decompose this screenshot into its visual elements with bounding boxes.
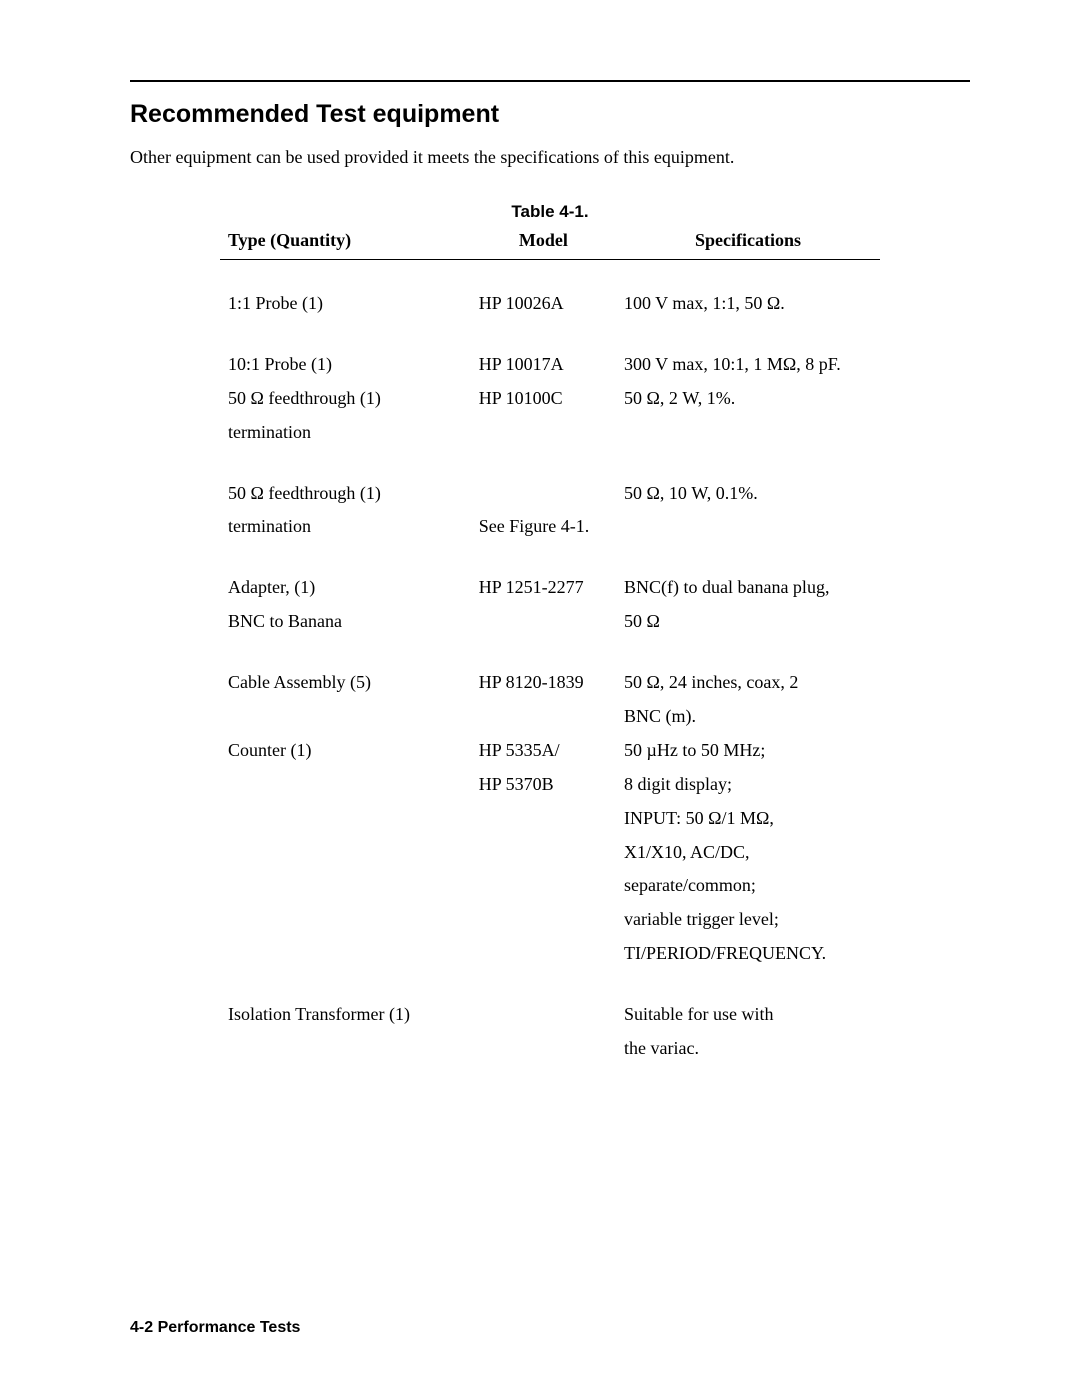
cell-type: termination bbox=[220, 510, 471, 544]
table-row: 50 Ω feedthrough (1) 50 Ω, 10 W, 0.1%. bbox=[220, 450, 880, 511]
cell-spec: 50 Ω bbox=[616, 605, 880, 639]
cell-type bbox=[220, 836, 471, 870]
cell-type bbox=[220, 700, 471, 734]
table-row: BNC (m). bbox=[220, 700, 880, 734]
cell-spec: BNC (m). bbox=[616, 700, 880, 734]
table-row: separate/common; bbox=[220, 869, 880, 903]
cell-type: Counter (1) bbox=[220, 734, 471, 768]
col-header-type: Type (Quantity) bbox=[220, 226, 471, 260]
cell-type bbox=[220, 1032, 471, 1066]
cell-model bbox=[471, 450, 616, 511]
cell-spec: X1/X10, AC/DC, bbox=[616, 836, 880, 870]
table-row: TI/PERIOD/FREQUENCY. bbox=[220, 937, 880, 971]
cell-spec: the variac. bbox=[616, 1032, 880, 1066]
intro-text: Other equipment can be used provided it … bbox=[130, 147, 970, 168]
cell-spec: 50 Ω, 2 W, 1%. bbox=[616, 382, 880, 416]
cell-spec: 100 V max, 1:1, 50 Ω. bbox=[616, 260, 880, 321]
cell-spec bbox=[616, 510, 880, 544]
cell-spec: 300 V max, 10:1, 1 MΩ, 8 pF. bbox=[616, 321, 880, 382]
cell-model: HP 1251-2277 bbox=[471, 544, 616, 605]
table-header-row: Type (Quantity) Model Specifications bbox=[220, 226, 880, 260]
cell-model: HP 5370B bbox=[471, 768, 616, 802]
col-header-spec: Specifications bbox=[616, 226, 880, 260]
table-row: the variac. bbox=[220, 1032, 880, 1066]
cell-spec: BNC(f) to dual banana plug, bbox=[616, 544, 880, 605]
table-body: 1:1 Probe (1)HP 10026A100 V max, 1:1, 50… bbox=[220, 260, 880, 1066]
cell-model: HP 10026A bbox=[471, 260, 616, 321]
table-row: BNC to Banana 50 Ω bbox=[220, 605, 880, 639]
col-header-model: Model bbox=[471, 226, 616, 260]
cell-type: Adapter, (1) bbox=[220, 544, 471, 605]
cell-spec: 50 µHz to 50 MHz; bbox=[616, 734, 880, 768]
top-rule bbox=[130, 80, 970, 82]
cell-model: HP 10017A bbox=[471, 321, 616, 382]
table-row: Adapter, (1)HP 1251-2277BNC(f) to dual b… bbox=[220, 544, 880, 605]
cell-type: 1:1 Probe (1) bbox=[220, 260, 471, 321]
cell-spec: INPUT: 50 Ω/1 MΩ, bbox=[616, 802, 880, 836]
table-row: variable trigger level; bbox=[220, 903, 880, 937]
cell-spec: 50 Ω, 24 inches, coax, 2 bbox=[616, 639, 880, 700]
cell-type: 50 Ω feedthrough (1) bbox=[220, 450, 471, 511]
cell-type: Cable Assembly (5) bbox=[220, 639, 471, 700]
table-row: X1/X10, AC/DC, bbox=[220, 836, 880, 870]
cell-type: 50 Ω feedthrough (1) bbox=[220, 382, 471, 416]
table-row: termination bbox=[220, 416, 880, 450]
cell-type bbox=[220, 802, 471, 836]
table-row: 50 Ω feedthrough (1)HP 10100C50 Ω, 2 W, … bbox=[220, 382, 880, 416]
cell-model: HP 8120-1839 bbox=[471, 639, 616, 700]
cell-model bbox=[471, 416, 616, 450]
cell-type: 10:1 Probe (1) bbox=[220, 321, 471, 382]
table-row: 1:1 Probe (1)HP 10026A100 V max, 1:1, 50… bbox=[220, 260, 880, 321]
table-row: 10:1 Probe (1)HP 10017A300 V max, 10:1, … bbox=[220, 321, 880, 382]
cell-type bbox=[220, 937, 471, 971]
section-title: Recommended Test equipment bbox=[130, 100, 970, 129]
cell-model bbox=[471, 971, 616, 1032]
cell-model bbox=[471, 605, 616, 639]
cell-model: HP 10100C bbox=[471, 382, 616, 416]
cell-model bbox=[471, 869, 616, 903]
cell-type bbox=[220, 903, 471, 937]
table-row: Isolation Transformer (1) Suitable for us… bbox=[220, 971, 880, 1032]
cell-model bbox=[471, 700, 616, 734]
equipment-table: Type (Quantity) Model Specifications 1:1… bbox=[220, 226, 880, 1066]
cell-model bbox=[471, 802, 616, 836]
cell-spec: TI/PERIOD/FREQUENCY. bbox=[616, 937, 880, 971]
table-caption: Table 4-1. bbox=[220, 202, 880, 222]
cell-model bbox=[471, 836, 616, 870]
cell-spec: 50 Ω, 10 W, 0.1%. bbox=[616, 450, 880, 511]
cell-model bbox=[471, 903, 616, 937]
cell-spec: Suitable for use with bbox=[616, 971, 880, 1032]
cell-type: Isolation Transformer (1) bbox=[220, 971, 471, 1032]
cell-spec: variable trigger level; bbox=[616, 903, 880, 937]
cell-type bbox=[220, 869, 471, 903]
page-footer: 4-2 Performance Tests bbox=[130, 1319, 300, 1337]
cell-model: See Figure 4-1. bbox=[471, 510, 616, 544]
cell-model bbox=[471, 1032, 616, 1066]
cell-model bbox=[471, 937, 616, 971]
table-row: Counter (1)HP 5335A/50 µHz to 50 MHz; bbox=[220, 734, 880, 768]
cell-type: BNC to Banana bbox=[220, 605, 471, 639]
cell-type bbox=[220, 768, 471, 802]
cell-type: termination bbox=[220, 416, 471, 450]
cell-spec: separate/common; bbox=[616, 869, 880, 903]
cell-model: HP 5335A/ bbox=[471, 734, 616, 768]
table-row: Cable Assembly (5)HP 8120-183950 Ω, 24 i… bbox=[220, 639, 880, 700]
cell-spec: 8 digit display; bbox=[616, 768, 880, 802]
table-row: INPUT: 50 Ω/1 MΩ, bbox=[220, 802, 880, 836]
cell-spec bbox=[616, 416, 880, 450]
table-row: HP 5370B8 digit display; bbox=[220, 768, 880, 802]
equipment-table-wrap: Table 4-1. Type (Quantity) Model Specifi… bbox=[220, 202, 880, 1066]
table-row: terminationSee Figure 4-1. bbox=[220, 510, 880, 544]
